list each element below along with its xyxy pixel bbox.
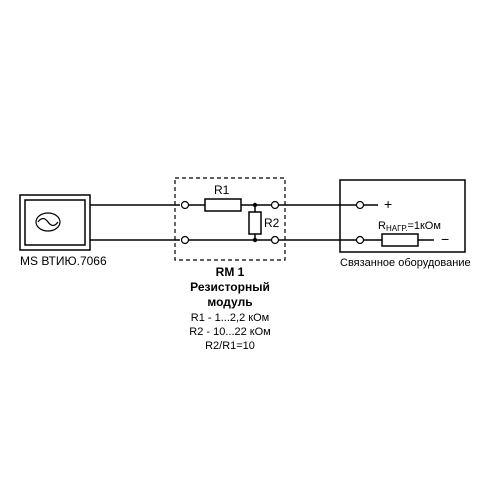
resistor-module: R1 R2 RM 1 Резисторный модуль R1 - 1...2… — [175, 178, 285, 352]
module-subtitle2: модуль — [207, 295, 252, 309]
module-spec1: R1 - 1...2,2 кОм — [191, 312, 269, 324]
plus-sign: + — [384, 196, 392, 212]
rload-label: RНАГР.=1кОм — [378, 220, 441, 233]
circuit-diagram: MS ВТИЮ.7066 R1 — [0, 0, 500, 500]
module-subtitle1: Резисторный — [190, 280, 270, 294]
terminal-left-bottom — [182, 237, 189, 244]
wires-left — [90, 205, 180, 240]
resistor-r2: R2 — [249, 205, 280, 240]
r2-label: R2 — [264, 216, 280, 230]
terminal-left-top — [182, 202, 189, 209]
terminal-right-bottom — [272, 237, 279, 244]
terminal-minus — [357, 237, 364, 244]
terminal-plus — [357, 202, 364, 209]
resistor-r1: R1 — [188, 183, 255, 211]
equipment-title: Связанное оборудование — [340, 257, 471, 269]
module-spec2: R2 - 10...22 кОм — [189, 326, 270, 338]
module-spec3: R2/R1=10 — [205, 340, 255, 352]
connected-equipment: + − RНАГР.=1кОм Связанное оборудование — [340, 180, 471, 269]
module-title: RM 1 — [216, 265, 245, 279]
terminal-right-top — [272, 202, 279, 209]
wires-right — [278, 205, 357, 240]
ms-device-label: MS ВТИЮ.7066 — [20, 254, 107, 268]
load-resistor — [382, 234, 418, 246]
minus-sign: − — [441, 231, 449, 247]
r1-label: R1 — [214, 183, 230, 197]
ms-device-block: MS ВТИЮ.7066 — [20, 195, 107, 268]
